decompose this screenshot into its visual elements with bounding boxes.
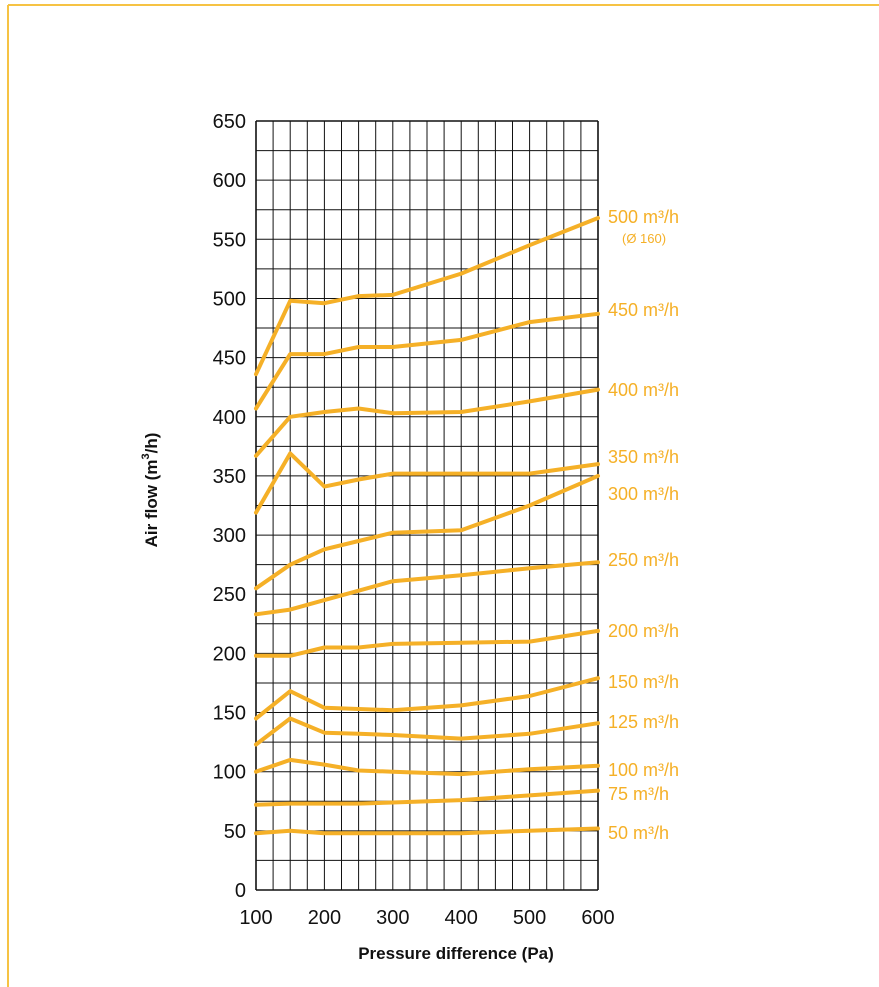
svg-text:Air flow (m3/h): Air flow (m3/h) (140, 433, 161, 548)
y-axis-title-tail: /h) (142, 433, 161, 454)
series-line (254, 716, 600, 747)
series-line (254, 826, 600, 836)
x-tick-label: 100 (239, 907, 272, 929)
y-tick-label: 500 (213, 288, 246, 310)
x-tick-label: 300 (376, 907, 409, 929)
series-label: 75 m³/h (608, 784, 669, 804)
series-label: 200 m³/h (608, 621, 679, 641)
y-tick-label: 650 (213, 111, 246, 133)
y-tick-label: 100 (213, 762, 246, 784)
series-line (254, 788, 600, 807)
series-label: 500 m³/h (608, 207, 679, 227)
y-tick-label: 350 (213, 466, 246, 488)
y-axis-title-main: Air flow (m (142, 460, 161, 548)
series-label: 125 m³/h (608, 712, 679, 732)
series-label: 300 m³/h (608, 484, 679, 504)
series-label: 450 m³/h (608, 300, 679, 320)
y-tick-label: 0 (235, 880, 246, 902)
x-tick-label: 400 (445, 907, 478, 929)
series-label: 350 m³/h (608, 447, 679, 467)
grid (255, 120, 599, 891)
x-tick-label: 600 (581, 907, 614, 929)
series-line (254, 311, 600, 411)
series-labels: 50 m³/h 75 m³/h 100 m³/h 125 m³/h 150 m³/h 20… (608, 207, 679, 843)
series-label: 50 m³/h (608, 823, 669, 843)
y-tick-label: 150 (213, 703, 246, 725)
y-tick-label: 450 (213, 348, 246, 370)
y-tick-label: 250 (213, 584, 246, 606)
series-label: 100 m³/h (608, 760, 679, 780)
series-line (254, 473, 600, 591)
y-tick-label: 50 (224, 821, 246, 843)
y-axis-title: Air flow (m3/h) (140, 433, 161, 548)
y-tick-label: 550 (213, 229, 246, 251)
y-axis-title-sup: 3 (140, 453, 152, 459)
series-line (254, 757, 600, 777)
series-line (254, 676, 600, 721)
x-tick-label: 200 (308, 907, 341, 929)
series-line (254, 628, 600, 658)
y-tick-label: 400 (213, 407, 246, 429)
series-line (254, 560, 600, 617)
series-label: 150 m³/h (608, 672, 679, 692)
series-line (254, 216, 600, 377)
series-label: 250 m³/h (608, 550, 679, 570)
series-sublabel: (Ø 160) (622, 231, 666, 246)
series-label: 400 m³/h (608, 380, 679, 400)
x-axis-title: Pressure difference (Pa) (358, 944, 554, 963)
y-tick-label: 200 (213, 643, 246, 665)
y-tick-label: 300 (213, 525, 246, 547)
series-line (254, 451, 600, 515)
x-tick-label: 500 (513, 907, 546, 929)
y-tick-label: 600 (213, 170, 246, 192)
series-line (254, 387, 600, 458)
tick-labels: 0 50 100 150 200 250 300 350 400 450 500 550 600 650 1… (213, 111, 615, 929)
series-lines (254, 216, 600, 836)
